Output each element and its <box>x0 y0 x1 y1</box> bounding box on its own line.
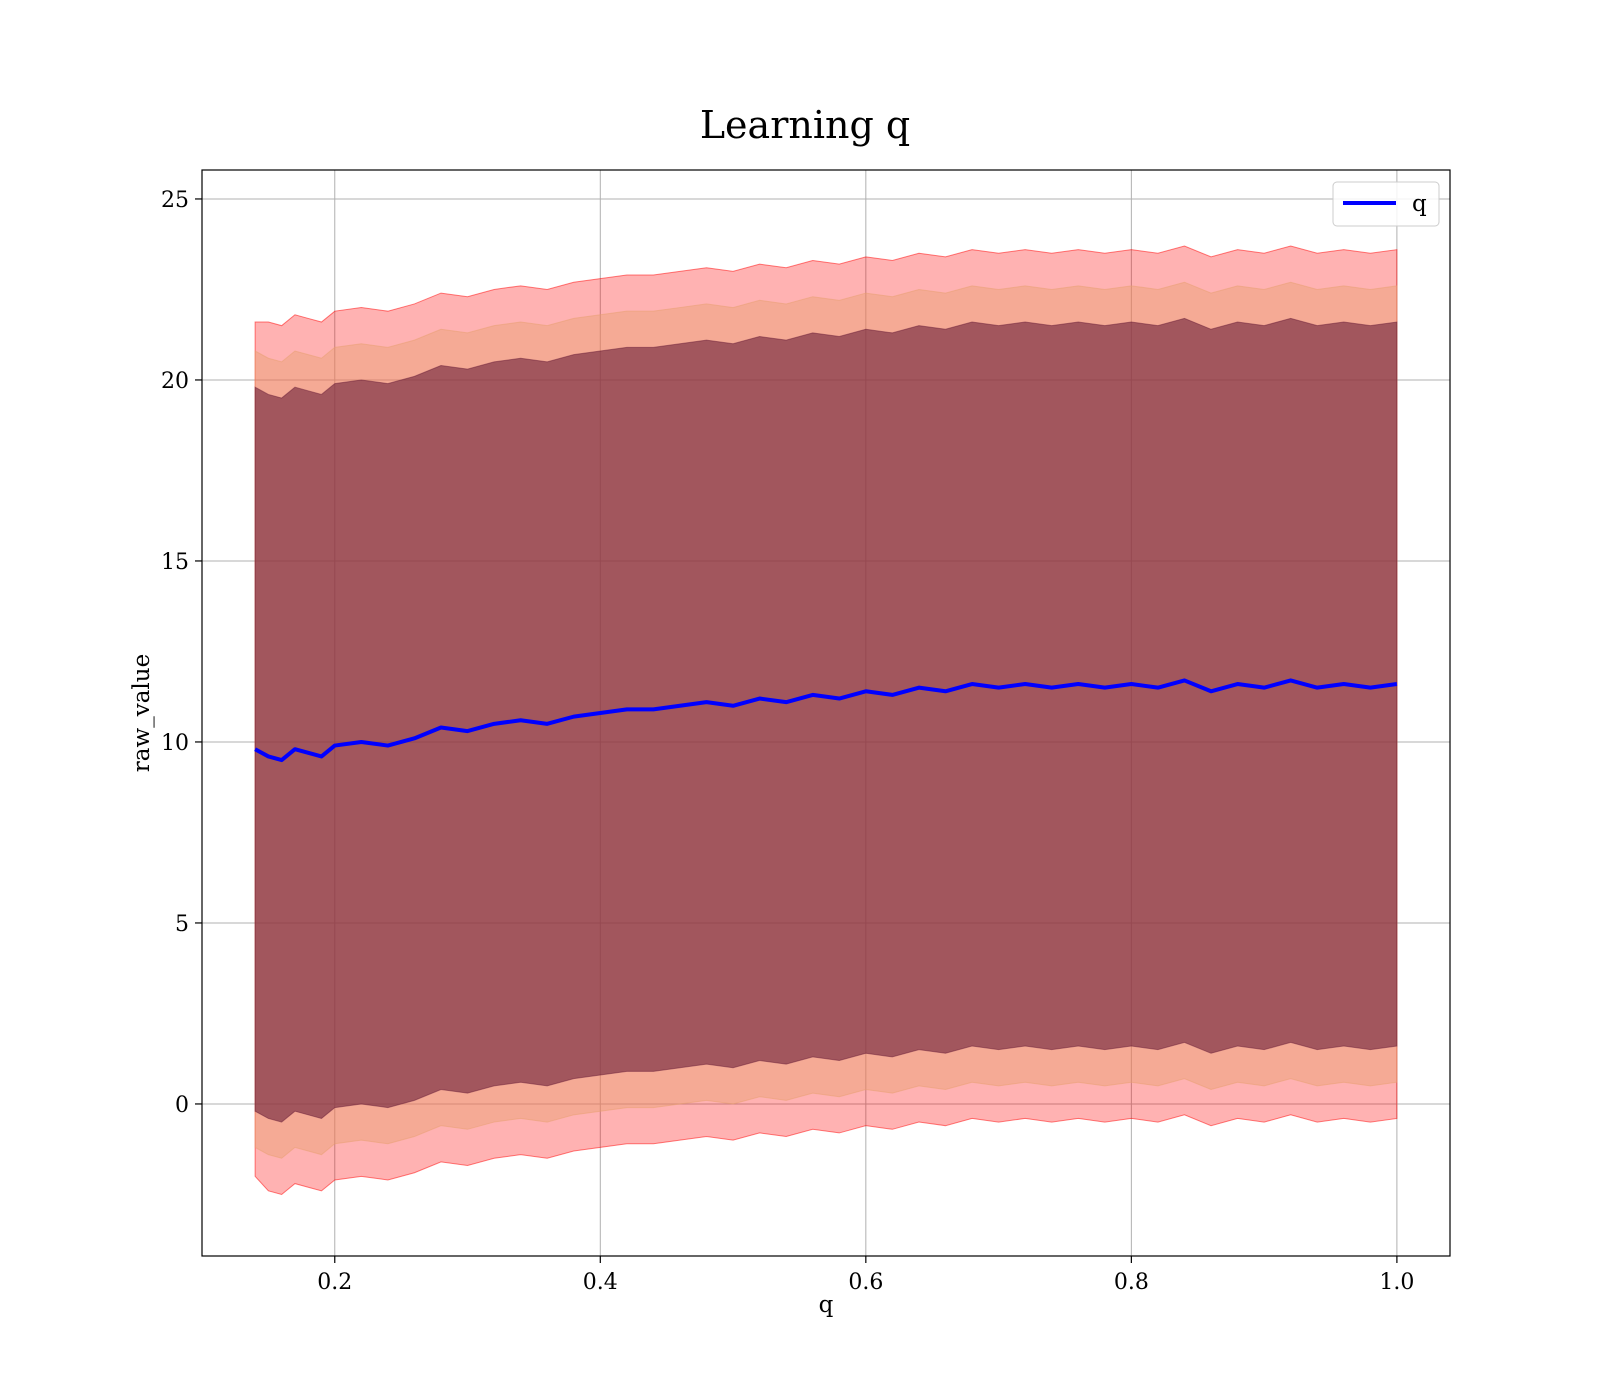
x-tick-label: 0.8 <box>1114 1270 1149 1295</box>
y-tick-label: 20 <box>161 369 189 394</box>
y-axis-label: raw_value <box>129 654 155 772</box>
plot-frame <box>201 169 1451 1257</box>
x-tick-label: 0.6 <box>848 1270 883 1295</box>
y-tick-label: 5 <box>175 912 189 937</box>
x-tick-label: 1.0 <box>1379 1270 1414 1295</box>
series-line-q <box>254 678 1398 763</box>
y-axis-ticks: 0 5 10 15 20 25 <box>161 188 202 1118</box>
legend-label-q: q <box>1412 191 1427 217</box>
legend: q <box>1332 181 1440 227</box>
y-tick-label: 10 <box>161 731 189 756</box>
y-tick-label: 15 <box>161 550 189 575</box>
series-lines <box>254 678 1398 763</box>
x-tick-label: 0.2 <box>317 1270 352 1295</box>
confidence-bands <box>254 245 1398 1196</box>
x-tick-label: 0.4 <box>583 1270 618 1295</box>
x-axis-ticks: 0.2 0.4 0.6 0.8 1.0 <box>317 1256 1414 1295</box>
chart-title: Learning q <box>700 103 910 147</box>
y-tick-label: 25 <box>161 188 189 213</box>
x-axis-label: q <box>819 1292 834 1318</box>
confidence-band-3 <box>254 317 1398 1123</box>
y-tick-label: 0 <box>175 1093 189 1118</box>
